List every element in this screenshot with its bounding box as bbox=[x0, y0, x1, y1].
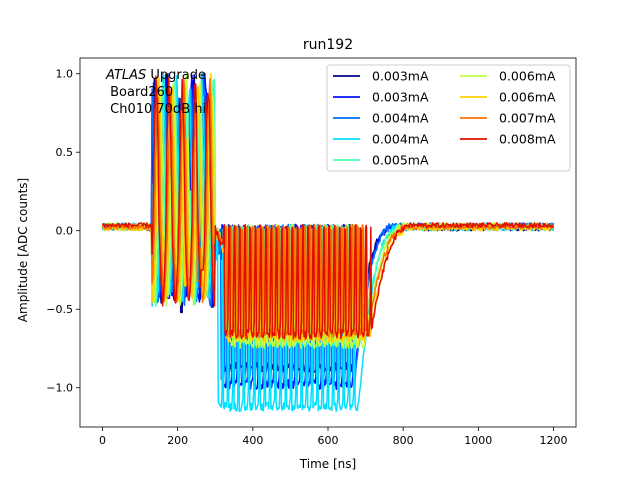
x-tick-label: 800 bbox=[393, 434, 414, 447]
x-tick-label: 0 bbox=[99, 434, 106, 447]
x-tick-label: 1200 bbox=[539, 434, 567, 447]
legend-label: 0.006mA bbox=[499, 69, 556, 84]
series-line bbox=[101, 75, 554, 340]
annotation-channel: Ch010 70dB hi bbox=[106, 102, 206, 117]
legend-label: 0.007mA bbox=[499, 111, 556, 126]
legend-label: 0.008mA bbox=[499, 132, 556, 147]
legend: 0.003mA 0.003mA 0.004mA 0.004mA 0.005mA 0.006… bbox=[326, 64, 571, 172]
y-ticks: −1.0 −0.5 0.0 0.5 1.0 bbox=[46, 68, 80, 395]
x-tick-label: 600 bbox=[318, 434, 339, 447]
y-axis-label: Amplitude [ADC counts] bbox=[16, 178, 30, 322]
y-tick-label: 0.5 bbox=[56, 146, 74, 159]
x-tick-label: 200 bbox=[167, 434, 188, 447]
legend-label: 0.006mA bbox=[499, 90, 556, 105]
legend-label: 0.003mA bbox=[372, 90, 429, 105]
x-axis-label: Time [ns] bbox=[299, 457, 356, 471]
chart-title: run192 bbox=[303, 37, 353, 53]
svg-text:ATLAS Upgrade: ATLAS Upgrade bbox=[105, 68, 206, 83]
series-layer bbox=[101, 72, 555, 413]
x-ticks: 0 200 400 600 800 1000 1200 bbox=[99, 427, 567, 447]
atlas-annotation: ATLAS Upgrade Board260 Ch010 70dB hi bbox=[105, 68, 206, 117]
annotation-board: Board260 bbox=[106, 85, 173, 100]
x-tick-label: 1000 bbox=[464, 434, 492, 447]
y-tick-label: −0.5 bbox=[46, 303, 73, 316]
y-tick-label: 1.0 bbox=[56, 68, 74, 81]
y-tick-label: −1.0 bbox=[46, 382, 73, 395]
legend-box bbox=[326, 64, 571, 172]
legend-label: 0.004mA bbox=[372, 132, 429, 147]
legend-label: 0.004mA bbox=[372, 111, 429, 126]
legend-label: 0.005mA bbox=[372, 153, 429, 168]
annotation-atlas: ATLAS bbox=[105, 68, 146, 83]
annotation-upgrade: Upgrade bbox=[146, 68, 206, 83]
x-tick-label: 400 bbox=[242, 434, 263, 447]
legend-label: 0.003mA bbox=[372, 69, 429, 84]
y-tick-label: 0.0 bbox=[56, 225, 74, 238]
